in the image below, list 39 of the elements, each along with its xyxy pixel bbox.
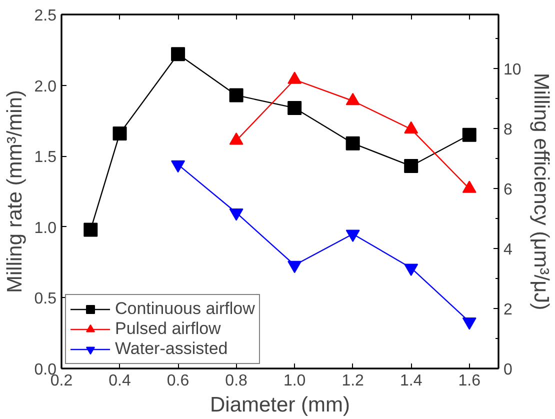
y-tick-label: 2.5 xyxy=(34,8,57,24)
y2-tick-label: 2 xyxy=(504,302,512,318)
y-axis-title: Milling rate (mm³/min) xyxy=(3,90,26,294)
y-tick-label: 2.0 xyxy=(34,78,57,96)
point xyxy=(84,222,98,237)
legend-label: Continuous airflow xyxy=(115,299,255,319)
point xyxy=(112,126,127,140)
legend-label: Water-assisted xyxy=(115,339,228,359)
point xyxy=(404,159,418,174)
x-tick-label: 0.8 xyxy=(225,372,248,390)
y2-tick-label: 10 xyxy=(504,62,522,78)
point xyxy=(171,47,186,62)
point xyxy=(229,208,244,221)
y-tick-label: 1.0 xyxy=(34,220,57,237)
legend-label: Pulsed airflow xyxy=(115,319,221,339)
y-tick-label: 1.5 xyxy=(34,149,57,166)
point xyxy=(288,72,302,84)
y2-tick-label: 0 xyxy=(504,362,512,378)
point xyxy=(288,260,302,274)
point xyxy=(404,264,418,276)
x-tick-label: 0.6 xyxy=(166,372,190,390)
y2-tick-label: 6 xyxy=(504,182,512,198)
y2-axis-title: Milling efficiency (μm³/μJ) xyxy=(529,72,552,310)
x-tick-label: 1.4 xyxy=(400,372,422,390)
point xyxy=(346,230,360,242)
x-tick-label: 1.6 xyxy=(458,372,481,390)
x-tick-label: 0.4 xyxy=(108,372,131,390)
point xyxy=(229,88,244,102)
x-tick-label: 1.2 xyxy=(342,372,364,390)
x-tick-label: 1.0 xyxy=(283,372,306,390)
point xyxy=(346,136,360,150)
point xyxy=(462,128,476,142)
y2-tick-label: 4 xyxy=(504,242,512,258)
point xyxy=(462,318,476,330)
point xyxy=(288,100,302,115)
x-axis-title: Diameter (mm) xyxy=(210,394,350,416)
y2-tick-label: 8 xyxy=(504,122,512,138)
point xyxy=(346,92,360,106)
y-tick-label: 0.5 xyxy=(34,290,57,308)
